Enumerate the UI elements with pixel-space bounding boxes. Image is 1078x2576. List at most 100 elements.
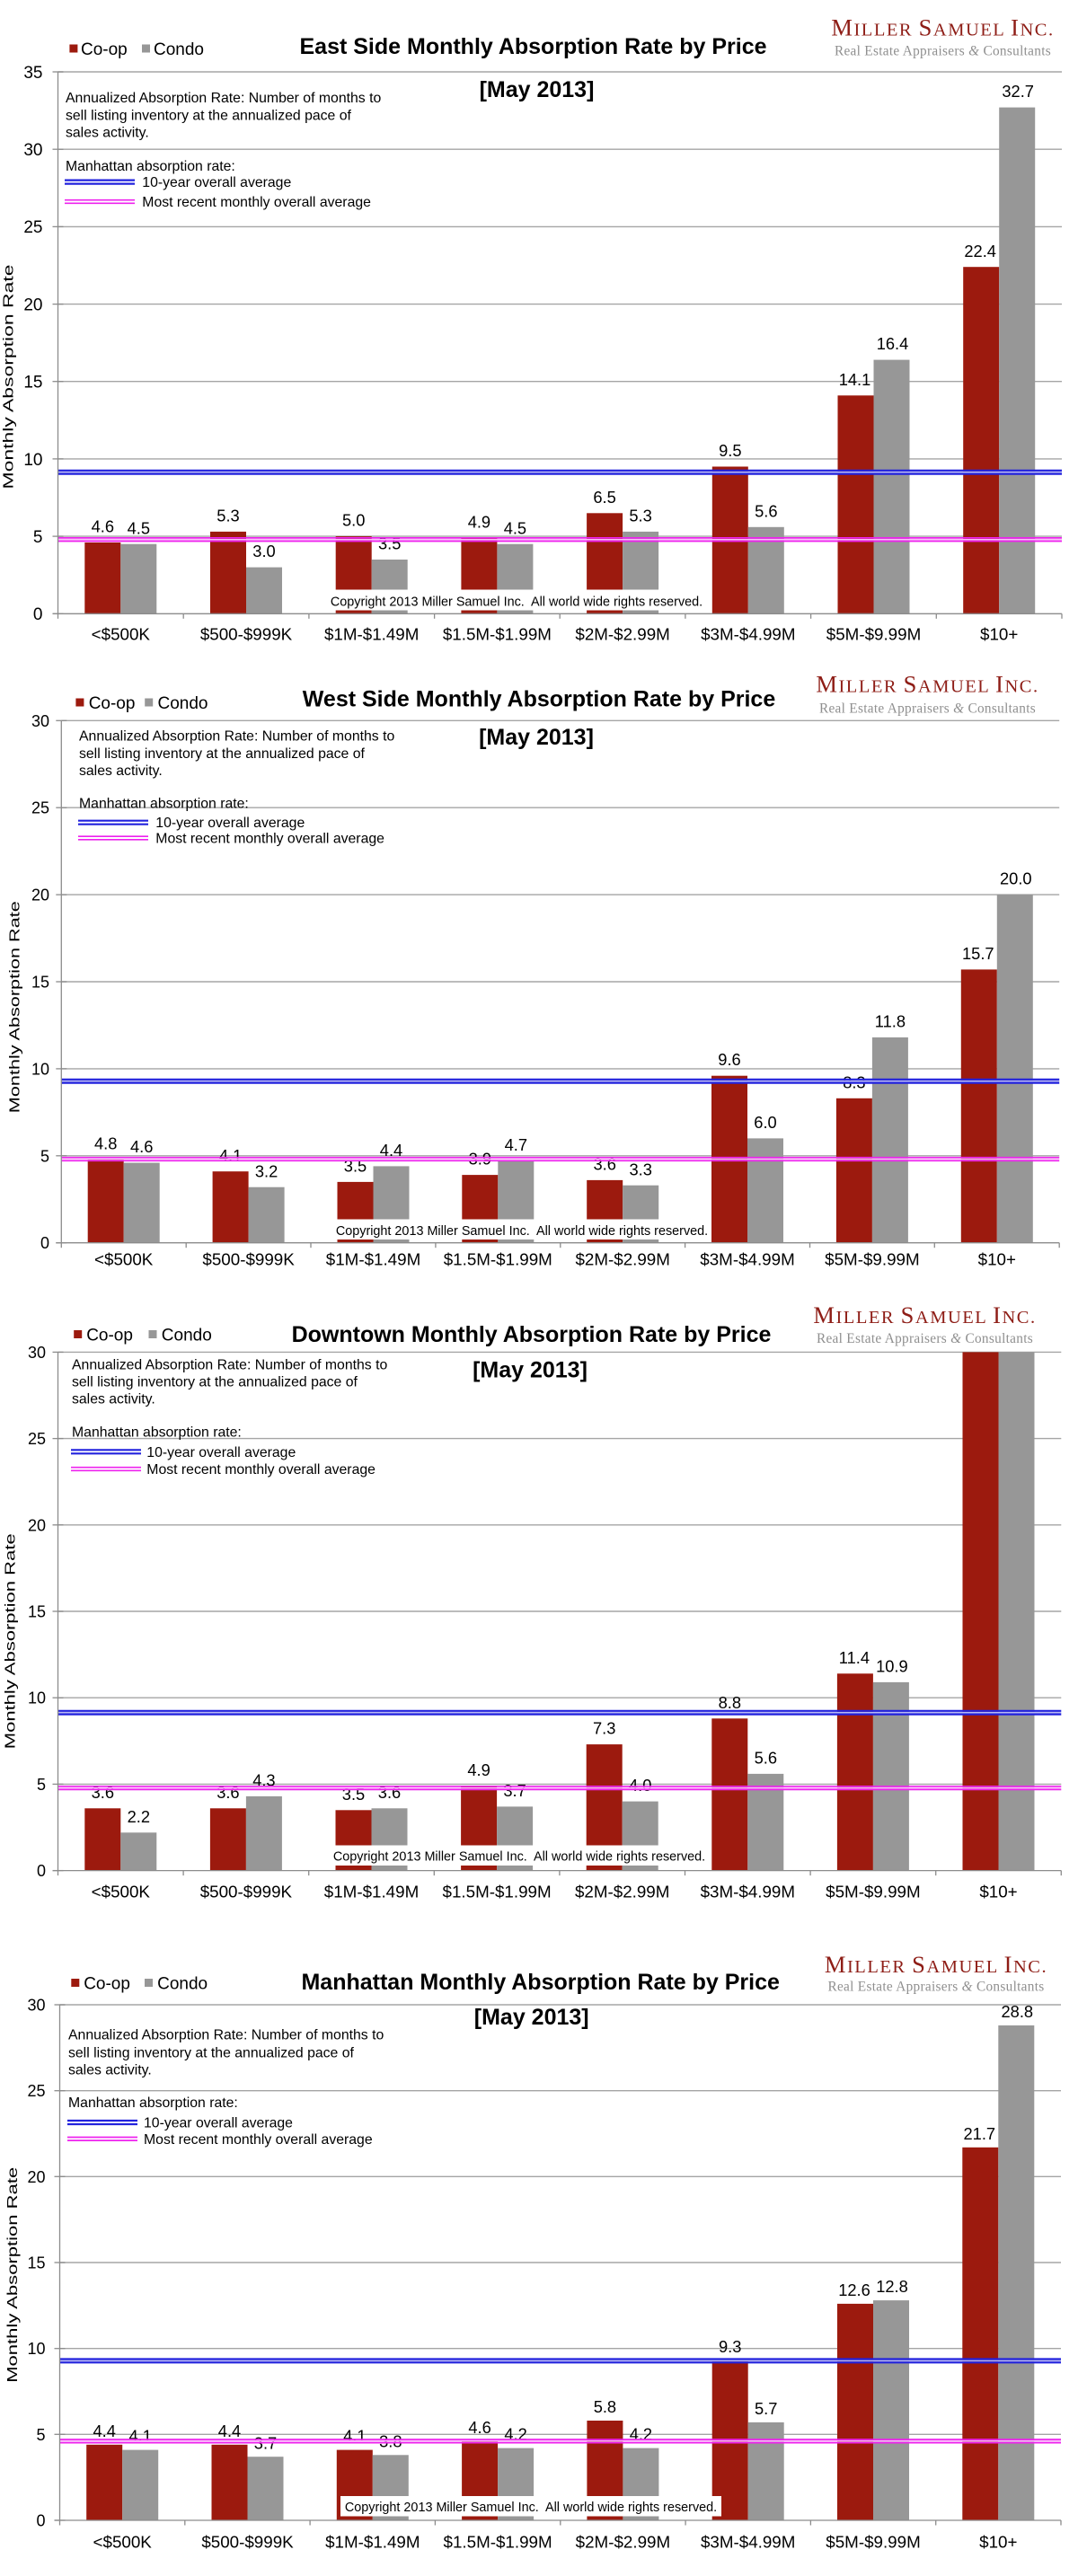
svg-text:20: 20 (27, 2168, 45, 2186)
svg-text:10-year overall average: 10-year overall average (144, 2116, 293, 2131)
svg-text:Copyright 2013 Miller Samuel I: Copyright 2013 Miller Samuel Inc. All wo… (345, 2501, 717, 2515)
svg-text:15: 15 (23, 374, 42, 393)
svg-text:9.6: 9.6 (718, 1050, 740, 1069)
svg-text:$5M-$9.99M: $5M-$9.99M (826, 2533, 920, 2552)
svg-text:5.6: 5.6 (755, 1748, 777, 1767)
svg-text:Downtown Monthly Absorption Ra: Downtown Monthly Absorption Rate by Pric… (292, 1322, 772, 1347)
svg-text:$10+: $10+ (979, 2533, 1017, 2552)
svg-text:25: 25 (27, 2082, 45, 2100)
svg-text:14.1: 14.1 (839, 370, 871, 389)
svg-text:5.8: 5.8 (594, 2397, 616, 2416)
svg-text:Annualized Absorption Rate: Nu: Annualized Absorption Rate: Number of mo… (66, 91, 381, 106)
svg-text:$500-$999K: $500-$999K (202, 1250, 295, 1269)
svg-text:Condo: Condo (158, 694, 208, 713)
svg-text:<$500K: <$500K (92, 1883, 151, 1901)
svg-text:21.7: 21.7 (964, 2124, 996, 2143)
svg-text:25: 25 (23, 218, 42, 237)
svg-text:12.8: 12.8 (876, 2277, 908, 2296)
svg-text:Condo: Condo (154, 40, 204, 59)
svg-text:[May 2013]: [May 2013] (480, 77, 595, 102)
svg-text:4.4: 4.4 (380, 1141, 402, 1160)
svg-text:5.0: 5.0 (342, 511, 365, 530)
svg-text:30: 30 (23, 141, 42, 160)
svg-text:4.3: 4.3 (252, 1771, 275, 1790)
svg-text:sales activity.: sales activity. (66, 126, 149, 141)
svg-text:sell listing inventory at the: sell listing inventory at the annualized… (66, 108, 352, 123)
svg-text:$1M-$1.49M: $1M-$1.49M (324, 1883, 419, 1901)
svg-text:Co-op: Co-op (81, 40, 128, 59)
svg-text:3.0: 3.0 (252, 542, 275, 560)
svg-text:Monthly Absorption Rate: Monthly Absorption Rate (8, 901, 23, 1113)
svg-text:7.3: 7.3 (593, 1719, 615, 1738)
svg-text:8.8: 8.8 (719, 1693, 741, 1712)
svg-text:East Side Monthly Absorption R: East Side Monthly Absorption Rate by Pri… (300, 34, 767, 59)
svg-text:$1.5M-$1.99M: $1.5M-$1.99M (444, 1250, 552, 1269)
svg-text:3.2: 3.2 (255, 1161, 278, 1180)
svg-text:$2M-$2.99M: $2M-$2.99M (576, 2533, 670, 2552)
svg-text:$5M-$9.99M: $5M-$9.99M (826, 1883, 920, 1901)
svg-text:2.2: 2.2 (128, 1807, 150, 1826)
svg-text:22.4: 22.4 (964, 242, 996, 260)
svg-text:$3M-$4.99M: $3M-$4.99M (701, 1883, 795, 1901)
svg-text:[May 2013]: [May 2013] (473, 1358, 588, 1383)
svg-text:$500-$999K: $500-$999K (201, 2533, 294, 2552)
svg-text:4.6: 4.6 (130, 1137, 153, 1156)
svg-text:20: 20 (28, 1516, 46, 1534)
svg-text:4.6: 4.6 (92, 517, 114, 536)
svg-text:$2M-$2.99M: $2M-$2.99M (575, 625, 669, 644)
svg-text:West Side Monthly Absorption R: West Side Monthly Absorption Rate by Pri… (303, 687, 776, 712)
svg-text:$5M-$9.99M: $5M-$9.99M (826, 625, 921, 644)
svg-text:MILLER SAMUEL INC.: MILLER SAMUEL INC. (816, 671, 1038, 698)
svg-text:$1M-$1.49M: $1M-$1.49M (326, 1250, 420, 1269)
svg-text:5: 5 (36, 2426, 45, 2444)
svg-text:<$500K: <$500K (93, 2533, 153, 2552)
svg-text:Annualized Absorption Rate: Nu: Annualized Absorption Rate: Number of mo… (79, 729, 394, 745)
svg-text:$3M-$4.99M: $3M-$4.99M (701, 625, 795, 644)
svg-text:<$500K: <$500K (94, 1250, 154, 1269)
svg-text:Condo: Condo (162, 1326, 212, 1345)
svg-text:5: 5 (33, 528, 43, 547)
svg-text:Manhattan absorption rate:: Manhattan absorption rate: (66, 159, 235, 174)
svg-text:$1.5M-$1.99M: $1.5M-$1.99M (443, 1883, 552, 1901)
svg-text:9.3: 9.3 (719, 2337, 741, 2356)
svg-text:4.0: 4.0 (629, 1776, 651, 1795)
svg-text:Co-op: Co-op (84, 1974, 130, 1993)
svg-text:15.7: 15.7 (962, 944, 994, 963)
svg-text:10-year overall average: 10-year overall average (155, 816, 305, 831)
svg-text:Annualized Absorption Rate: Nu: Annualized Absorption Rate: Number of mo… (72, 1358, 387, 1373)
svg-text:$500-$999K: $500-$999K (200, 1883, 293, 1901)
svg-text:Copyright 2013 Miller Samuel I: Copyright 2013 Miller Samuel Inc. All wo… (333, 1850, 705, 1865)
svg-text:11.8: 11.8 (875, 1012, 906, 1031)
svg-text:0: 0 (40, 1234, 49, 1252)
svg-text:25: 25 (31, 799, 49, 817)
svg-text:28.8: 28.8 (1002, 2002, 1034, 2021)
svg-text:10-year overall average: 10-year overall average (142, 175, 291, 190)
svg-text:Copyright 2013 Miller Samuel I: Copyright 2013 Miller Samuel Inc. All wo… (331, 595, 702, 610)
svg-text:$2M-$2.99M: $2M-$2.99M (575, 1883, 669, 1901)
svg-text:$1.5M-$1.99M: $1.5M-$1.99M (444, 2533, 552, 2552)
svg-text:6.5: 6.5 (593, 488, 615, 507)
svg-text:6.0: 6.0 (754, 1113, 776, 1132)
svg-text:Manhattan absorption rate:: Manhattan absorption rate: (79, 796, 249, 811)
svg-text:15: 15 (28, 1603, 46, 1621)
svg-text:10: 10 (23, 451, 42, 470)
svg-text:Monthly Absorption Rate: Monthly Absorption Rate (5, 2167, 21, 2383)
svg-text:[May 2013]: [May 2013] (479, 725, 594, 750)
svg-text:Most recent monthly overall av: Most recent monthly overall average (142, 195, 371, 210)
svg-text:35: 35 (23, 64, 42, 83)
svg-text:Annualized Absorption Rate: Nu: Annualized Absorption Rate: Number of mo… (68, 2028, 384, 2043)
svg-text:Real Estate Appraisers & Consu: Real Estate Appraisers & Consultants (819, 701, 1036, 717)
svg-text:Real Estate Appraisers & Consu: Real Estate Appraisers & Consultants (817, 1331, 1033, 1346)
svg-text:25: 25 (28, 1430, 46, 1448)
svg-text:4.1: 4.1 (219, 1146, 242, 1165)
svg-text:20: 20 (23, 296, 42, 314)
svg-text:0: 0 (36, 2512, 45, 2530)
svg-text:Monthly Absorption Rate: Monthly Absorption Rate (1, 264, 16, 489)
svg-text:Most recent monthly overall av: Most recent monthly overall average (144, 2132, 373, 2148)
svg-text:5.3: 5.3 (216, 507, 239, 525)
svg-text:MILLER SAMUEL INC.: MILLER SAMUEL INC. (831, 14, 1054, 41)
svg-text:20: 20 (31, 887, 49, 904)
svg-text:10-year overall average: 10-year overall average (146, 1445, 296, 1460)
svg-text:Condo: Condo (157, 1974, 208, 1993)
svg-text:$10+: $10+ (978, 1250, 1016, 1269)
